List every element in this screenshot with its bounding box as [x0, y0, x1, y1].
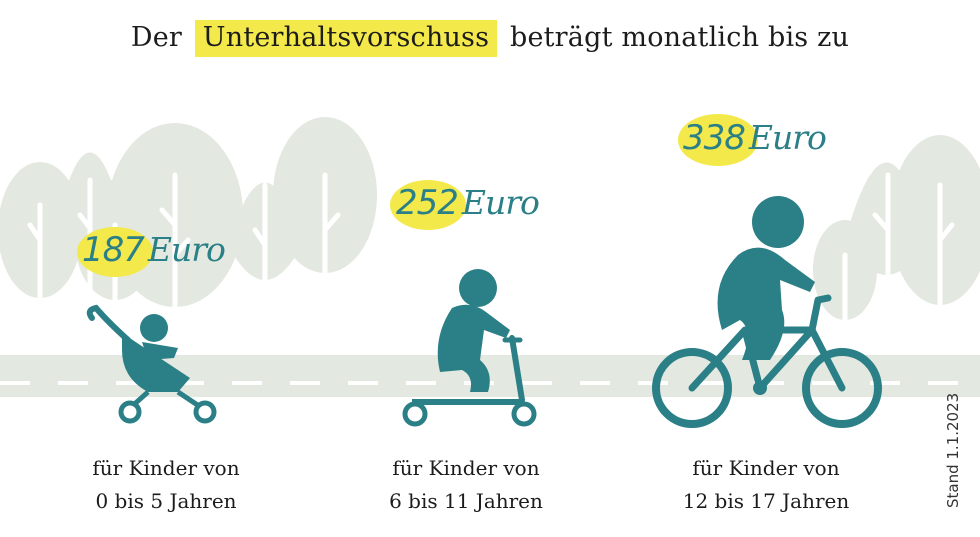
amount-highlight-3: [678, 114, 758, 166]
title-prefix: Der: [130, 22, 182, 53]
amount-value: 187: [82, 230, 145, 270]
amount-currency: Euro: [147, 230, 226, 269]
amount-currency: Euro: [461, 183, 540, 222]
amount-highlight-2: [390, 180, 466, 230]
bicycle-icon: [652, 196, 882, 428]
page-title: Der Unterhaltsvorschuss beträgt monatlic…: [0, 20, 980, 57]
caption-group-3: für Kinder von 12 bis 17 Jahren: [646, 452, 886, 518]
amount-currency: Euro: [748, 118, 827, 157]
caption-group-2: für Kinder von 6 bis 11 Jahren: [346, 452, 586, 518]
caption-line2: 12 bis 17 Jahren: [682, 489, 850, 513]
amount-label-3: 338 Euro: [683, 118, 827, 158]
caption-line2: 0 bis 5 Jahren: [95, 489, 237, 513]
amount-label-2: 252 Euro: [396, 183, 540, 223]
caption-group-1: für Kinder von 0 bis 5 Jahren: [46, 452, 286, 518]
amount-value: 338: [683, 118, 746, 158]
scooter-icon: [402, 269, 537, 427]
caption-line1: für Kinder von: [92, 456, 240, 480]
amount-label-1: 187 Euro: [82, 230, 226, 270]
caption-line1: für Kinder von: [692, 456, 840, 480]
caption-line1: für Kinder von: [392, 456, 540, 480]
title-highlight: Unterhaltsvorschuss: [194, 20, 498, 57]
caption-line2: 6 bis 11 Jahren: [389, 489, 543, 513]
stroller-icon: [86, 304, 217, 424]
title-suffix: beträgt monatlich bis zu: [509, 22, 850, 53]
amount-value: 252: [396, 183, 459, 223]
amount-highlight-1: [77, 227, 153, 277]
stand-date-note: Stand 1.1.2023: [944, 392, 962, 508]
